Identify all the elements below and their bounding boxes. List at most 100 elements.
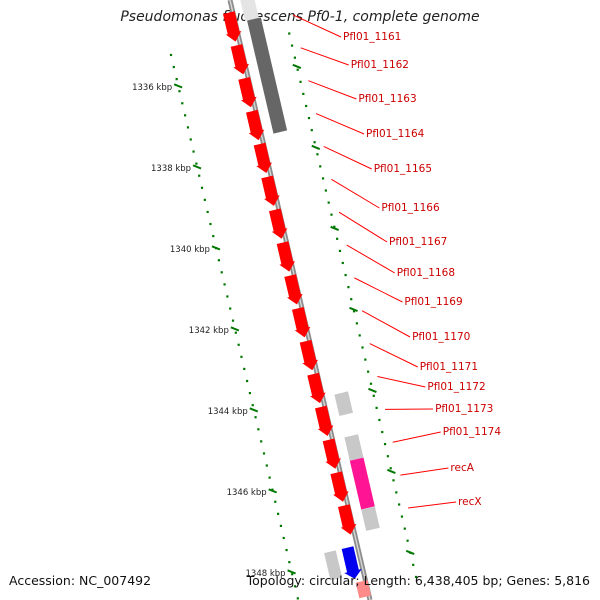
ruler-dot [293, 56, 296, 59]
ruler-dot [400, 515, 404, 518]
ruler-tick-label: 1346 kbp [227, 488, 267, 498]
gene-arrow [223, 11, 242, 42]
gene-label: Pfl01_1164 [366, 128, 425, 140]
ruler-dot [251, 404, 254, 407]
ruler-dot [254, 416, 257, 419]
feature-block [361, 506, 380, 531]
ruler-dot [383, 443, 387, 446]
ruler-dot [333, 225, 336, 228]
ruler-major-tick [230, 326, 240, 332]
gene-arrow [330, 471, 349, 502]
ruler-dot [398, 503, 401, 506]
ruler-dot [381, 430, 384, 434]
ruler-dot [260, 440, 263, 443]
gene-label: Pfl01_1163 [358, 93, 416, 105]
ruler-dot [288, 561, 291, 564]
gene-label: Pfl01_1161 [343, 31, 401, 43]
ruler-dot [257, 428, 260, 431]
ruler-major-tick [311, 144, 321, 150]
ruler-major-tick [173, 83, 183, 89]
feature-block [334, 391, 353, 416]
gene-arrow [253, 142, 272, 173]
ruler-major-tick [330, 225, 340, 231]
ruler-dot [274, 500, 277, 503]
label-pointer [292, 14, 342, 38]
ruler-dot [296, 68, 299, 71]
gene-label: recA [450, 462, 474, 474]
label-pointer [323, 145, 372, 170]
ruler-dot [200, 186, 204, 189]
ruler-dot [268, 476, 271, 479]
ruler-dot [338, 249, 342, 252]
label-pointer [315, 113, 365, 135]
ruler-dot [392, 479, 395, 482]
label-pointer [408, 501, 457, 509]
feature-arrow [341, 546, 362, 579]
ruler-dot [282, 536, 285, 540]
label-pointer [331, 178, 380, 209]
ruler-dot [293, 585, 297, 588]
label-pointer [392, 431, 441, 443]
feature-block [344, 434, 364, 461]
ruler-dot [178, 90, 181, 93]
feature-block [349, 457, 375, 510]
gene-label: recX [458, 496, 482, 508]
ruler-dot [234, 331, 237, 334]
label-pointer [377, 375, 426, 388]
ruler-dot [319, 165, 322, 168]
gene-label: Pfl01_1170 [412, 331, 470, 343]
ruler-dot [291, 573, 294, 576]
ruler-dot [240, 355, 243, 358]
ruler-dot [169, 53, 173, 57]
ruler-dot [245, 379, 249, 383]
gene-label: Pfl01_1167 [389, 236, 447, 248]
ruler-dot [290, 44, 294, 47]
ruler-dot [217, 259, 221, 262]
gene-label: Pfl01_1168 [397, 267, 455, 279]
gene-arrow [284, 274, 303, 305]
ruler-dot [175, 78, 178, 81]
ruler-dot [386, 455, 389, 458]
ruler-dot [229, 307, 232, 310]
label-pointer [400, 467, 449, 476]
ruler-dot [192, 150, 195, 153]
ruler-dot [321, 177, 325, 180]
ruler-dot [372, 394, 375, 397]
ruler-dot [364, 358, 367, 361]
ruler-dot [231, 319, 235, 322]
ruler-dot [198, 174, 201, 177]
gene-arrow [230, 44, 249, 75]
gene-label: Pfl01_1162 [351, 59, 409, 71]
ruler-dot [285, 548, 288, 552]
ruler-major-tick [192, 164, 202, 170]
ruler-dot [184, 114, 187, 117]
ruler-dot [299, 80, 302, 83]
feature-tracks [240, 0, 380, 581]
ruler-dot [355, 322, 358, 325]
label-pointer [338, 211, 388, 243]
gene-arrow [307, 372, 326, 404]
ruler-dot [288, 32, 291, 35]
ruler-dot [243, 367, 246, 371]
ruler-dot [271, 488, 274, 491]
gene-arrow [276, 241, 295, 272]
kbp-ruler: 1336 kbp 1338 kbp 1340 kbp 1342 kbp 1344 kbp… [132, 32, 418, 600]
ruler-dot [389, 467, 392, 470]
ruler-dot [341, 261, 344, 265]
gene-arrow [299, 339, 318, 371]
ruler-major-tick [368, 387, 377, 393]
gene-labels: Pfl01_1161 Pfl01_1162 Pfl01_1163 Pfl01_1164… [292, 14, 501, 509]
gene-label: Pfl01_1172 [427, 381, 485, 393]
feature-block [240, 0, 259, 22]
ruler-dot [395, 491, 398, 494]
gene-label: Pfl01_1166 [381, 202, 440, 214]
ruler-major-tick [211, 245, 221, 251]
ruler-dot [305, 104, 308, 108]
label-pointer [361, 310, 411, 338]
ruler-dot [276, 512, 280, 515]
ruler-tick-label: 1344 kbp [208, 407, 248, 417]
gene-arrow [322, 438, 341, 469]
ruler-dot [375, 406, 378, 409]
